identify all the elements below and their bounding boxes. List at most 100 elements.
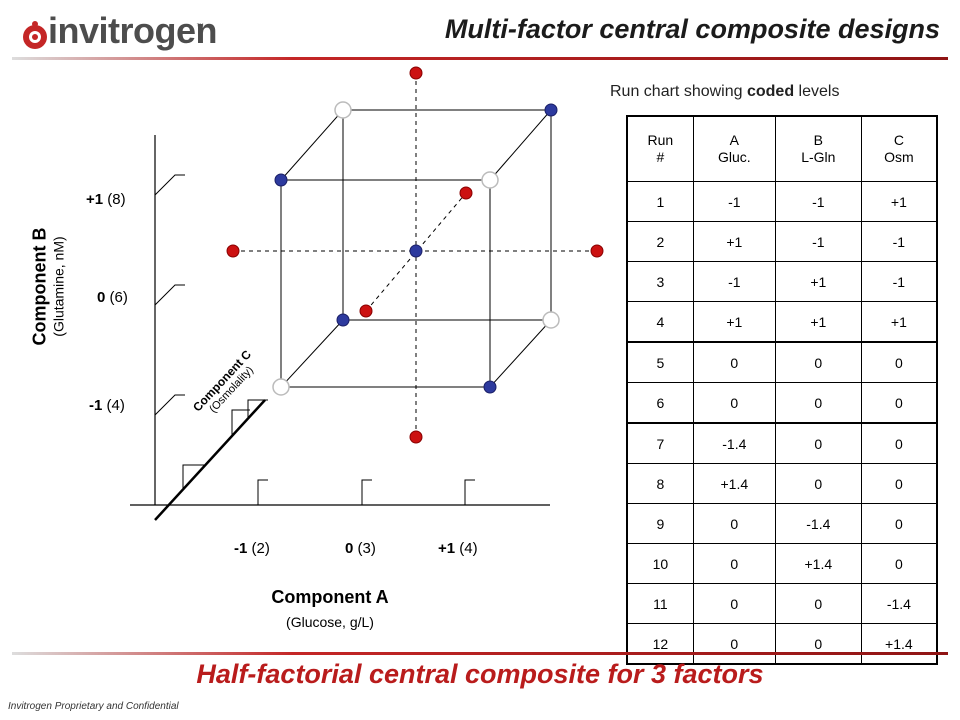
table-cell: 7 — [626, 422, 694, 464]
table-cell: 0 — [692, 503, 776, 544]
axis-b-tick-label: -1 (4) — [89, 397, 125, 414]
axial-lines — [233, 73, 597, 437]
table-cell: 9 — [626, 503, 694, 544]
table-cell: 2 — [626, 221, 694, 262]
axis-a-tick — [361, 479, 372, 505]
column-header-c: C Osm — [860, 115, 938, 182]
table-cell: 10 — [626, 543, 694, 584]
table-body: 1 -1 -1 +1 2 +1 -1 -1 3 -1 +1 -1 4 +1 +1 +1 5 0 0 0 6 0 0 0 7 -1.… — [626, 181, 938, 665]
table-cell: -1 — [860, 261, 938, 302]
table-cell: +1 — [692, 301, 776, 343]
axis-a-tick-label: +1 (4) — [438, 540, 478, 557]
table-row: 2 +1 -1 -1 — [626, 221, 938, 262]
axis-b-tick-label: 0 (6) — [97, 289, 128, 306]
table-cell: 0 — [774, 583, 862, 624]
page-title: Multi-factor central composite designs — [444, 14, 940, 44]
table-cell: -1 — [774, 221, 862, 262]
central-composite-diagram — [130, 66, 604, 521]
axial-point — [459, 186, 473, 200]
table-cell: 3 — [626, 261, 694, 302]
axis-c-tick — [231, 409, 250, 435]
table-row: 3 -1 +1 -1 — [626, 261, 938, 302]
table-caption: Run chart showing coded levels — [610, 83, 840, 100]
axis-b-subtitle: (Glutamine, nM) — [50, 236, 67, 337]
axis-c-line — [154, 399, 266, 521]
table-cell: 12 — [626, 623, 694, 665]
table-cell: 0 — [860, 503, 938, 544]
axis-b-tick-label: +1 (8) — [86, 191, 126, 208]
logo-mark-icon — [23, 21, 47, 49]
table-cell: -1 — [692, 261, 776, 302]
table-cell: +1 — [860, 301, 938, 343]
table-cell: 6 — [626, 382, 694, 424]
axial-point — [409, 66, 423, 80]
cube-edges — [280, 109, 552, 388]
table-row: 12 0 0 +1.4 — [626, 623, 938, 665]
table-cell: 0 — [774, 463, 862, 504]
slide-subtitle: Half-factorial central composite for 3 f… — [196, 659, 764, 689]
table-header-row: Run # A Gluc. B L-Gln C Osm — [626, 115, 938, 182]
invitrogen-logo — [20, 14, 220, 58]
table-cell: +1 — [860, 181, 938, 222]
factorial-point — [544, 103, 558, 117]
table-row: 8 +1.4 0 0 — [626, 463, 938, 504]
column-header-run: Run # — [626, 115, 694, 182]
factorial-point — [336, 313, 350, 327]
header-divider — [12, 57, 948, 60]
axis-a-title: Component A — [271, 587, 389, 607]
factorial-point — [274, 173, 288, 187]
brand-trademark: ™ — [196, 22, 204, 31]
table-row: 10 0 +1.4 0 — [626, 543, 938, 584]
axis-c-tick — [247, 399, 268, 418]
table-cell: 1 — [626, 181, 694, 222]
table-row: 9 0 -1.4 0 — [626, 503, 938, 544]
axis-a-tick — [464, 479, 475, 505]
table-cell: 0 — [774, 341, 862, 383]
center-point — [409, 244, 423, 258]
table-cell: 0 — [774, 422, 862, 464]
axis-a-subtitle: (Glucose, g/L) — [286, 614, 374, 630]
table-cell: 0 — [774, 382, 862, 424]
open-point — [542, 311, 560, 329]
axis-a-tick — [257, 479, 268, 505]
table-row: 4 +1 +1 +1 — [626, 301, 938, 343]
axis-b-label: Component B (Glutamine, nM) — [30, 187, 67, 387]
axis-b-tick — [154, 284, 185, 306]
table-cell: 0 — [860, 382, 938, 424]
factorial-point — [483, 380, 497, 394]
table-cell: 0 — [692, 543, 776, 584]
column-header-a: A Gluc. — [692, 115, 776, 182]
table-cell: +1 — [692, 221, 776, 262]
column-header-b: B L-Gln — [774, 115, 862, 182]
open-point — [481, 171, 499, 189]
axial-point — [226, 244, 240, 258]
table-cell: 0 — [692, 382, 776, 424]
table-cell: 0 — [692, 341, 776, 383]
footer-divider — [12, 652, 948, 655]
table-cell: +1.4 — [774, 543, 862, 584]
table-cell: 0 — [860, 543, 938, 584]
table-cell: -1.4 — [774, 503, 862, 544]
confidentiality-note: Invitrogen Proprietary and Confidential — [8, 701, 179, 712]
axial-point — [409, 430, 423, 444]
table-cell: 11 — [626, 583, 694, 624]
table-cell: 0 — [692, 583, 776, 624]
table-cell: 0 — [774, 623, 862, 665]
axis-a-tick-label: -1 (2) — [234, 540, 270, 557]
axis-c-tick — [182, 464, 205, 488]
table-cell: +1 — [774, 261, 862, 302]
table-cell: -1 — [774, 181, 862, 222]
table-cell: -1 — [860, 221, 938, 262]
table-cell: 0 — [860, 463, 938, 504]
table-cell: +1 — [774, 301, 862, 343]
run-chart-table: Run # A Gluc. B L-Gln C Osm 1 -1 -1 +1 2 +1 -1 -1 3-… — [626, 115, 938, 665]
axis-a-tick-label: 0 (3) — [345, 540, 376, 557]
table-cell: -1.4 — [692, 422, 776, 464]
table-row: 11 0 0 -1.4 — [626, 583, 938, 624]
axial-point — [359, 304, 373, 318]
axial-point — [590, 244, 604, 258]
table-cell: 0 — [860, 422, 938, 464]
table-row: 1 -1 -1 +1 — [626, 181, 938, 222]
